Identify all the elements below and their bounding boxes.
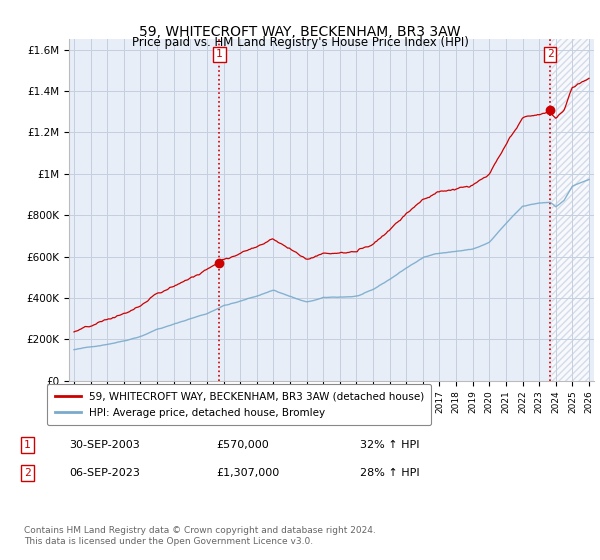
Text: 1: 1: [216, 49, 223, 59]
Text: 1: 1: [24, 440, 31, 450]
Text: £570,000: £570,000: [216, 440, 269, 450]
Text: 59, WHITECROFT WAY, BECKENHAM, BR3 3AW: 59, WHITECROFT WAY, BECKENHAM, BR3 3AW: [139, 25, 461, 39]
Legend: 59, WHITECROFT WAY, BECKENHAM, BR3 3AW (detached house), HPI: Average price, det: 59, WHITECROFT WAY, BECKENHAM, BR3 3AW (…: [47, 384, 431, 425]
Text: 32% ↑ HPI: 32% ↑ HPI: [360, 440, 419, 450]
Text: £1,307,000: £1,307,000: [216, 468, 279, 478]
Text: 2: 2: [24, 468, 31, 478]
Text: 30-SEP-2003: 30-SEP-2003: [69, 440, 140, 450]
Text: 28% ↑ HPI: 28% ↑ HPI: [360, 468, 419, 478]
Text: Contains HM Land Registry data © Crown copyright and database right 2024.
This d: Contains HM Land Registry data © Crown c…: [24, 526, 376, 546]
Text: 2: 2: [547, 49, 554, 59]
Text: Price paid vs. HM Land Registry's House Price Index (HPI): Price paid vs. HM Land Registry's House …: [131, 36, 469, 49]
Text: 06-SEP-2023: 06-SEP-2023: [69, 468, 140, 478]
